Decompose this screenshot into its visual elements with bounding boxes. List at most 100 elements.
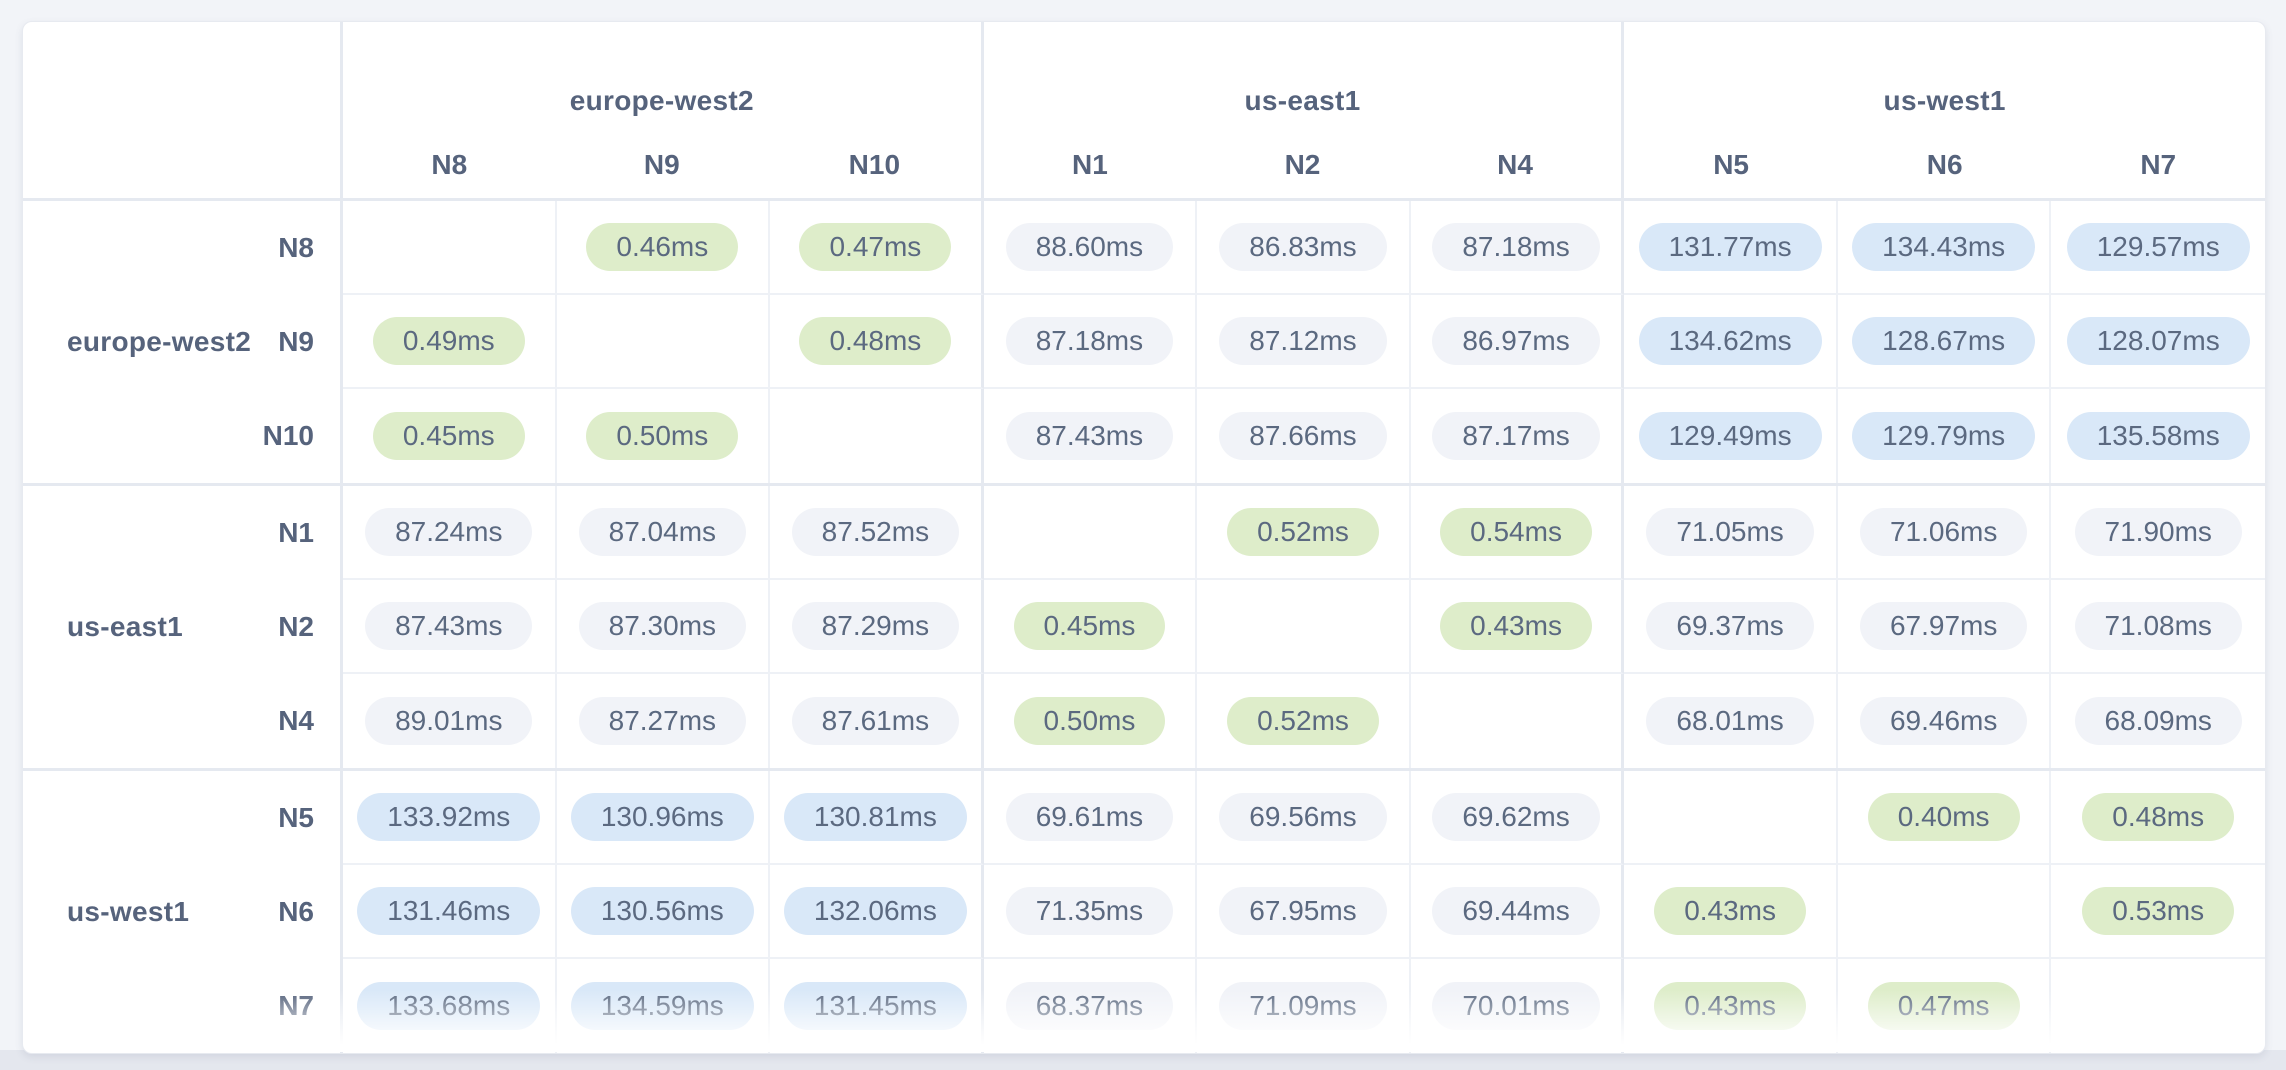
latency-pill-N9-N7[interactable]: 128.07ms — [2066, 317, 2250, 365]
latency-pill-N6-N5[interactable]: 0.43ms — [1654, 887, 1807, 935]
latency-pill-N9-N5[interactable]: 134.62ms — [1638, 317, 1822, 365]
latency-pill-N10-N6[interactable]: 129.79ms — [1852, 412, 2036, 460]
latency-pill-N1-N2[interactable]: 0.52ms — [1227, 508, 1379, 556]
latency-pill-N1-N10[interactable]: 87.52ms — [791, 508, 960, 556]
row-region-cell-us-east1: us-east1 N1 N2 N4 — [23, 486, 343, 768]
row-region-label-us-east1: us-east1 — [67, 611, 184, 642]
latency-pill-N4-N1[interactable]: 0.50ms — [1013, 697, 1166, 745]
latency-cell-N4-N5: 68.01ms — [1624, 674, 1838, 768]
latency-pill-N7-N9[interactable]: 134.59ms — [570, 982, 754, 1030]
latency-pill-N9-N10[interactable]: 0.48ms — [799, 317, 952, 365]
latency-pill-N8-N10[interactable]: 0.47ms — [799, 223, 952, 271]
latency-pill-N1-N4[interactable]: 0.54ms — [1440, 508, 1592, 556]
latency-cell-N6-N4: 69.44ms — [1410, 865, 1625, 959]
latency-pill-N10-N5[interactable]: 129.49ms — [1638, 412, 1822, 460]
latency-pill-N7-N6[interactable]: 0.47ms — [1867, 982, 2020, 1030]
latency-pill-N10-N9[interactable]: 0.50ms — [586, 412, 739, 460]
latency-pill-N9-N8[interactable]: 0.49ms — [372, 317, 525, 365]
latency-pill-N8-N1[interactable]: 88.60ms — [1005, 223, 1174, 271]
latency-pill-N4-N5[interactable]: 68.01ms — [1646, 697, 1814, 745]
latency-pill-N7-N1[interactable]: 68.37ms — [1005, 982, 1174, 1030]
column-region-name: us-west1 — [1883, 85, 2006, 116]
latency-pill-N6-N9[interactable]: 130.56ms — [570, 887, 754, 935]
latency-pill-N4-N10[interactable]: 87.61ms — [791, 697, 960, 745]
latency-pill-N2-N4[interactable]: 0.43ms — [1440, 602, 1592, 650]
latency-pill-N10-N4[interactable]: 87.17ms — [1432, 412, 1600, 460]
latency-pill-N5-N1[interactable]: 69.61ms — [1005, 793, 1174, 841]
latency-pill-N10-N8[interactable]: 0.45ms — [372, 412, 525, 460]
latency-pill-N7-N5[interactable]: 0.43ms — [1654, 982, 1807, 1030]
latency-pill-N1-N5[interactable]: 71.05ms — [1646, 508, 1814, 556]
latency-pill-N7-N10[interactable]: 131.45ms — [783, 982, 967, 1030]
latency-pill-N2-N1[interactable]: 0.45ms — [1013, 602, 1166, 650]
latency-cell-N7-N4: 70.01ms — [1411, 959, 1625, 1053]
latency-cell-self-N8 — [343, 201, 557, 295]
latency-pill-N4-N7[interactable]: 68.09ms — [2074, 697, 2242, 745]
latency-pill-N5-N6[interactable]: 0.40ms — [1867, 793, 2020, 841]
latency-pill-N8-N7[interactable]: 129.57ms — [2066, 223, 2250, 271]
latency-pill-N5-N7[interactable]: 0.48ms — [2082, 793, 2235, 841]
latency-pill-N8-N5[interactable]: 131.77ms — [1638, 223, 1822, 271]
latency-pill-N6-N1[interactable]: 71.35ms — [1005, 887, 1174, 935]
latency-cell-N10-N8: 0.45ms — [343, 389, 557, 483]
latency-pill-N2-N10[interactable]: 87.29ms — [791, 602, 960, 650]
latency-pill-N8-N2[interactable]: 86.83ms — [1219, 223, 1387, 271]
latency-pill-N7-N2[interactable]: 71.09ms — [1219, 982, 1387, 1030]
latency-pill-N6-N7[interactable]: 0.53ms — [2082, 887, 2235, 935]
latency-pill-N6-N2[interactable]: 67.95ms — [1219, 887, 1387, 935]
latency-cell-N10-N6: 129.79ms — [1838, 389, 2052, 483]
latency-cell-N5-N4: 69.62ms — [1410, 771, 1625, 865]
latency-pill-N10-N7[interactable]: 135.58ms — [2066, 412, 2250, 460]
latency-pill-N2-N9[interactable]: 87.30ms — [578, 602, 747, 650]
latency-cell-N4-N1: 0.50ms — [984, 674, 1198, 768]
latency-pill-N1-N7[interactable]: 71.90ms — [2074, 508, 2242, 556]
latency-pill-N4-N8[interactable]: 89.01ms — [365, 697, 533, 745]
latency-cell-self-N5 — [1624, 771, 1838, 865]
latency-cell-self-N7 — [2051, 959, 2265, 1053]
latency-pill-N7-N4[interactable]: 70.01ms — [1432, 982, 1600, 1030]
latency-pill-N8-N4[interactable]: 87.18ms — [1432, 223, 1600, 271]
latency-pill-N5-N8[interactable]: 133.92ms — [357, 793, 541, 841]
latency-pill-N8-N9[interactable]: 0.46ms — [586, 223, 739, 271]
latency-pill-N2-N6[interactable]: 67.97ms — [1859, 602, 2028, 650]
latency-pill-N4-N6[interactable]: 69.46ms — [1859, 697, 2028, 745]
latency-pill-N8-N6[interactable]: 134.43ms — [1852, 223, 2036, 271]
latency-cell-N10-N5: 129.49ms — [1624, 389, 1838, 483]
latency-pill-N5-N9[interactable]: 130.96ms — [570, 793, 754, 841]
latency-cell-N4-N10: 87.61ms — [770, 674, 984, 768]
latency-pill-N5-N2[interactable]: 69.56ms — [1219, 793, 1387, 841]
latency-pill-N10-N1[interactable]: 87.43ms — [1005, 412, 1174, 460]
latency-cell-N8-N5: 131.77ms — [1624, 201, 1838, 295]
latency-pill-N6-N8[interactable]: 131.46ms — [357, 887, 541, 935]
latency-pill-N9-N4[interactable]: 86.97ms — [1432, 317, 1600, 365]
latency-pill-N7-N8[interactable]: 133.68ms — [357, 982, 541, 1030]
latency-cell-N1-N8: 87.24ms — [343, 486, 557, 580]
latency-pill-N9-N2[interactable]: 87.12ms — [1219, 317, 1387, 365]
latency-pill-N10-N2[interactable]: 87.66ms — [1219, 412, 1387, 460]
latency-cell-N7-N2: 71.09ms — [1197, 959, 1411, 1053]
latency-cell-N1-N10: 87.52ms — [770, 486, 984, 580]
region-block-us-east1: us-east1 N1 N2 N4 87.24ms 87.04ms 87.52ms 0.52m… — [23, 483, 2265, 768]
latency-pill-N9-N6[interactable]: 128.67ms — [1852, 317, 2036, 365]
latency-pill-N2-N7[interactable]: 71.08ms — [2074, 602, 2242, 650]
latency-pill-N1-N9[interactable]: 87.04ms — [578, 508, 747, 556]
row-node-label-N5: N5 — [278, 802, 314, 833]
latency-pill-N9-N1[interactable]: 87.18ms — [1005, 317, 1174, 365]
latency-pill-N2-N8[interactable]: 87.43ms — [365, 602, 533, 650]
column-node-header-N8: N8 — [431, 149, 468, 180]
column-region-name: europe-west2 — [569, 85, 754, 116]
latency-pill-N2-N5[interactable]: 69.37ms — [1646, 602, 1814, 650]
latency-pill-N6-N10[interactable]: 132.06ms — [783, 887, 967, 935]
latency-pill-N5-N10[interactable]: 130.81ms — [783, 793, 967, 841]
latency-pill-N4-N9[interactable]: 87.27ms — [578, 697, 747, 745]
column-node-header-N7: N7 — [2140, 149, 2177, 180]
latency-pill-N1-N6[interactable]: 71.06ms — [1859, 508, 2028, 556]
latency-cell-N6-N10: 132.06ms — [770, 865, 984, 959]
latency-pill-N4-N2[interactable]: 0.52ms — [1227, 697, 1379, 745]
column-region-header-us-west1: us-west1 N5 N6 N7 — [1624, 22, 2265, 198]
latency-pill-N6-N4[interactable]: 69.44ms — [1432, 887, 1600, 935]
latency-pill-N5-N4[interactable]: 69.62ms — [1432, 793, 1600, 841]
latency-pill-N1-N8[interactable]: 87.24ms — [365, 508, 533, 556]
horizontal-scrollbar-track[interactable] — [0, 1050, 2286, 1070]
